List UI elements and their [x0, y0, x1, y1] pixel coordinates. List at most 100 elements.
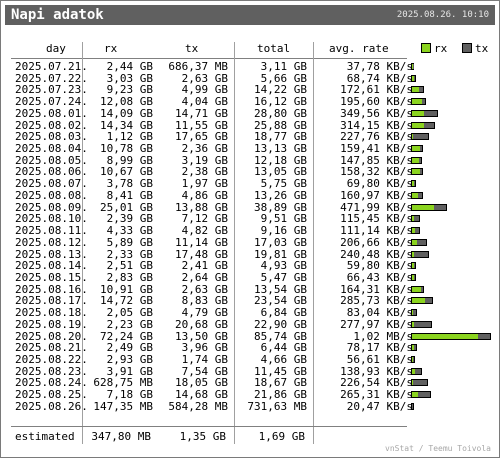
- estimated-rx: 347,80 MB: [91, 430, 151, 443]
- row-tx: 8,83 GB: [181, 294, 228, 308]
- row-tx: 2,64 GB: [181, 270, 228, 284]
- row-rx: 2,44 GB: [106, 60, 153, 73]
- row-avg-rate: 227,76 KB/s: [340, 130, 413, 144]
- row-tx: 1,74 GB: [181, 352, 228, 366]
- row-avg-rate: 115,45 KB/s: [340, 212, 413, 226]
- row-rx: 147,35 MB: [93, 399, 153, 413]
- traffic-bar: [411, 273, 416, 281]
- row-rx: 14,09 GB: [100, 106, 153, 120]
- row-day: 2025.08.22.: [15, 352, 88, 366]
- row-tx: 4,99 GB: [181, 83, 228, 97]
- row-rx: 12,08 GB: [100, 95, 153, 109]
- table-row: 2025.08.21. 2,49 GB 3,96 GB 6,44 GB 78,17 KB…: [1, 341, 500, 355]
- row-avg-rate: 240,48 KB/s: [340, 247, 413, 261]
- row-day: 2025.08.01.: [15, 106, 88, 120]
- row-day: 2025.08.26.: [15, 399, 88, 413]
- traffic-bar: [411, 86, 424, 94]
- table-row: 2025.08.14. 2,51 GB 2,41 GB 4,93 GB 59,80 KB…: [1, 259, 500, 273]
- table-row: 2025.08.01. 14,09 GB 14,71 GB 28,80 GB 349,5…: [1, 106, 500, 120]
- bar-rx-segment: [412, 286, 421, 292]
- credit-text: vnStat / Teemu Toivola: [385, 444, 491, 453]
- traffic-bar: [411, 98, 426, 106]
- table-row: 2025.08.18. 2,05 GB 4,79 GB 6,84 GB 83,04 KB…: [1, 306, 500, 320]
- row-total: 9,51 GB: [260, 212, 307, 226]
- row-total: 38,89 GB: [254, 200, 307, 214]
- bar-tx-segment: [421, 99, 425, 105]
- row-day: 2025.08.21.: [15, 341, 88, 355]
- row-day: 2025.08.04.: [15, 142, 88, 156]
- estimated-tx: 1,35 GB: [179, 430, 226, 443]
- row-tx: 2,36 GB: [181, 142, 228, 156]
- row-rx: 10,78 GB: [100, 142, 153, 156]
- bar-rx-segment: [412, 64, 413, 69]
- row-total: 9,16 GB: [260, 224, 307, 238]
- row-day: 2025.08.17.: [15, 294, 88, 308]
- row-rx: 14,72 GB: [100, 294, 153, 308]
- row-avg-rate: 1,02 MB/s: [353, 329, 413, 343]
- traffic-bar: [411, 402, 414, 410]
- estimated-label: estimated: [15, 430, 75, 443]
- footer-divider: [11, 426, 407, 427]
- bar-rx-segment: [412, 380, 413, 386]
- row-tx: 2,38 GB: [181, 165, 228, 179]
- table-row: 2025.07.21. 2,44 GB 686,37 MB 3,11 GB 37,78 …: [1, 60, 500, 73]
- row-tx: 7,54 GB: [181, 364, 228, 378]
- bar-tx-segment: [413, 310, 416, 316]
- row-total: 11,45 GB: [254, 364, 307, 378]
- row-avg-rate: 226,54 KB/s: [340, 376, 413, 390]
- bar-tx-segment: [477, 333, 490, 339]
- row-avg-rate: 349,56 KB/s: [340, 106, 413, 120]
- row-day: 2025.08.23.: [15, 364, 88, 378]
- bar-tx-segment: [420, 146, 422, 152]
- row-rx: 2,05 GB: [106, 306, 153, 320]
- row-day: 2025.08.20.: [15, 329, 88, 343]
- header-tx: tx: [185, 42, 199, 55]
- traffic-bar: [411, 285, 424, 293]
- row-total: 12,18 GB: [254, 153, 307, 167]
- bar-tx-segment: [415, 228, 419, 234]
- legend-tx-label: tx: [475, 42, 489, 55]
- row-day: 2025.08.02.: [15, 118, 88, 132]
- row-avg-rate: 195,60 KB/s: [340, 95, 413, 109]
- row-total: 13,05 GB: [254, 165, 307, 179]
- traffic-bar: [411, 320, 432, 328]
- traffic-bar: [411, 203, 447, 211]
- table-row: 2025.08.17. 14,72 GB 8,83 GB 23,54 GB 285,73…: [1, 294, 500, 308]
- row-tx: 2,63 GB: [181, 282, 228, 296]
- row-avg-rate: 59,80 KB/s: [346, 259, 413, 273]
- header-total: total: [257, 42, 291, 55]
- row-tx: 4,86 GB: [181, 188, 228, 202]
- bar-tx-segment: [424, 110, 437, 116]
- row-total: 21,86 GB: [254, 388, 307, 402]
- daily-table-body: 2025.07.21. 2,44 GB 686,37 MB 3,11 GB 37,78 …: [1, 60, 500, 413]
- row-tx: 584,28 MB: [168, 399, 228, 413]
- table-row: 2025.08.26. 147,35 MB 584,28 MB 731,63 MB 20…: [1, 399, 500, 413]
- bar-rx-segment: [412, 192, 419, 198]
- row-rx: 10,67 GB: [100, 165, 153, 179]
- bar-tx-segment: [413, 75, 415, 81]
- table-row: 2025.08.15. 2,83 GB 2,64 GB 5,47 GB 66,43 KB…: [1, 270, 500, 284]
- bar-rx-segment: [412, 110, 425, 116]
- column-divider-2: [234, 42, 235, 444]
- row-total: 13,26 GB: [254, 188, 307, 202]
- row-avg-rate: 172,61 KB/s: [340, 83, 413, 97]
- table-row: 2025.08.13. 2,33 GB 17,48 GB 19,81 GB 240,48…: [1, 247, 500, 261]
- row-rx: 72,24 GB: [100, 329, 153, 343]
- row-day: 2025.08.08.: [15, 188, 88, 202]
- row-day: 2025.08.15.: [15, 270, 88, 284]
- row-tx: 4,04 GB: [181, 95, 228, 109]
- bar-rx-segment: [412, 134, 413, 140]
- table-row: 2025.08.24. 628,75 MB 18,05 GB 18,67 GB 226,…: [1, 376, 500, 390]
- bar-tx-segment: [420, 169, 422, 175]
- row-rx: 25,01 GB: [100, 200, 153, 214]
- row-day: 2025.08.19.: [15, 317, 88, 331]
- table-row: 2025.08.06. 10,67 GB 2,38 GB 13,05 GB 158,32…: [1, 165, 500, 179]
- bar-tx-segment: [412, 403, 413, 409]
- row-day: 2025.07.22.: [15, 71, 88, 85]
- row-total: 6,84 GB: [260, 306, 307, 320]
- bar-rx-segment: [412, 321, 414, 327]
- bar-tx-segment: [418, 157, 421, 163]
- row-avg-rate: 68,74 KB/s: [346, 71, 413, 85]
- bar-tx-segment: [418, 192, 422, 198]
- row-total: 16,12 GB: [254, 95, 307, 109]
